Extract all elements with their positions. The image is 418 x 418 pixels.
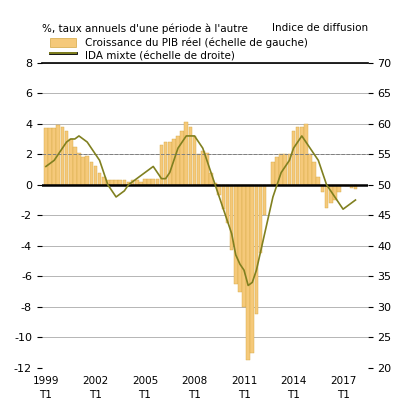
Bar: [85, 156, 89, 185]
Bar: [127, 182, 130, 185]
Bar: [189, 127, 192, 185]
Bar: [271, 162, 275, 185]
Text: T1: T1: [336, 390, 349, 400]
Bar: [292, 131, 296, 185]
Bar: [209, 173, 213, 185]
Bar: [238, 185, 242, 292]
Bar: [118, 180, 122, 185]
Bar: [349, 185, 353, 188]
Bar: [184, 122, 188, 185]
Bar: [288, 154, 291, 185]
Bar: [337, 185, 341, 192]
Bar: [44, 128, 48, 185]
Bar: [151, 178, 155, 185]
Bar: [61, 127, 64, 185]
Bar: [246, 185, 250, 360]
Bar: [304, 124, 308, 185]
Text: 1999: 1999: [33, 376, 59, 386]
Bar: [354, 185, 357, 189]
Bar: [172, 139, 176, 185]
Bar: [94, 166, 97, 185]
Bar: [312, 162, 316, 185]
Bar: [321, 185, 324, 192]
Bar: [234, 185, 237, 284]
Text: 2002: 2002: [82, 376, 109, 386]
Bar: [102, 177, 105, 185]
Bar: [201, 151, 204, 185]
Bar: [255, 185, 258, 314]
Bar: [135, 180, 138, 185]
Bar: [65, 131, 69, 185]
Bar: [217, 185, 221, 196]
Bar: [259, 185, 263, 253]
Bar: [193, 136, 196, 185]
Text: 2005: 2005: [132, 376, 158, 386]
Bar: [283, 154, 287, 185]
Bar: [329, 185, 332, 203]
Bar: [98, 173, 102, 185]
Text: T1: T1: [89, 390, 102, 400]
Bar: [110, 180, 114, 185]
Bar: [345, 185, 349, 186]
Bar: [106, 180, 110, 185]
Bar: [226, 185, 229, 223]
Bar: [263, 185, 267, 215]
Bar: [176, 136, 180, 185]
Bar: [69, 139, 72, 185]
Bar: [56, 125, 60, 185]
Bar: [73, 147, 76, 185]
Text: 2008: 2008: [181, 376, 208, 386]
Text: T1: T1: [287, 390, 300, 400]
Text: 2017: 2017: [330, 376, 356, 386]
Bar: [316, 177, 320, 185]
Bar: [139, 182, 143, 185]
Bar: [197, 154, 201, 185]
Bar: [143, 178, 147, 185]
Text: %, taux annuels d'une période à l'autre: %, taux annuels d'une période à l'autre: [42, 23, 248, 33]
Bar: [230, 185, 234, 250]
Bar: [300, 127, 303, 185]
Bar: [250, 185, 254, 352]
Bar: [242, 185, 246, 307]
Text: T1: T1: [39, 390, 52, 400]
Bar: [222, 185, 225, 209]
Legend: Croissance du PIB réel (échelle de gauche), IDA mixte (échelle de droite): Croissance du PIB réel (échelle de gauch…: [50, 37, 308, 61]
Bar: [205, 153, 209, 185]
Text: 2011: 2011: [231, 376, 257, 386]
Bar: [160, 145, 163, 185]
Bar: [81, 157, 85, 185]
Bar: [52, 128, 56, 185]
Bar: [296, 127, 299, 185]
Bar: [213, 183, 217, 185]
Text: Indice de diffusion: Indice de diffusion: [272, 23, 368, 33]
Bar: [131, 180, 135, 185]
Bar: [114, 180, 118, 185]
Bar: [147, 178, 151, 185]
Bar: [122, 180, 126, 185]
Text: T1: T1: [188, 390, 201, 400]
Bar: [308, 154, 312, 185]
Bar: [275, 157, 279, 185]
Text: T1: T1: [237, 390, 250, 400]
Text: T1: T1: [138, 390, 151, 400]
Bar: [77, 153, 81, 185]
Bar: [168, 142, 171, 185]
Bar: [48, 128, 52, 185]
Text: 2014: 2014: [280, 376, 307, 386]
Bar: [279, 154, 283, 185]
Bar: [164, 142, 168, 185]
Bar: [333, 185, 336, 200]
Bar: [89, 162, 93, 185]
Bar: [180, 131, 184, 185]
Bar: [325, 185, 329, 208]
Bar: [155, 178, 159, 185]
